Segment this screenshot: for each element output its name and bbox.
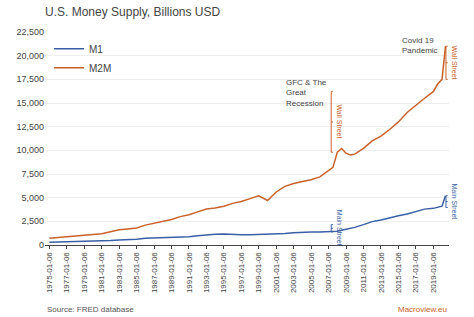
svg-text:2017-01-06: 2017-01-06 [411, 252, 420, 293]
svg-text:5,000: 5,000 [21, 193, 44, 203]
svg-text:2,500: 2,500 [21, 216, 44, 226]
svg-text:2011-01-06: 2011-01-06 [359, 252, 368, 293]
svg-text:GFC & TheGreatRecession: GFC & TheGreatRecession [286, 78, 327, 108]
svg-text:22,500: 22,500 [16, 27, 44, 37]
svg-text:1989-01-06: 1989-01-06 [167, 252, 176, 293]
svg-text:1995-01-06: 1995-01-06 [219, 252, 228, 293]
svg-text:Macroview.eu: Macroview.eu [398, 305, 447, 314]
svg-text:20,000: 20,000 [16, 51, 44, 61]
svg-text:2007-01-06: 2007-01-06 [324, 252, 333, 293]
svg-text:10,000: 10,000 [16, 145, 44, 155]
svg-text:Wall Street: Wall Street [451, 46, 458, 80]
svg-text:15,000: 15,000 [16, 98, 44, 108]
svg-text:1997-01-06: 1997-01-06 [237, 252, 246, 293]
svg-text:1981-01-06: 1981-01-06 [97, 252, 106, 293]
svg-text:1999-01-06: 1999-01-06 [254, 252, 263, 293]
svg-text:1975-01-06: 1975-01-06 [45, 252, 54, 293]
svg-text:1985-01-06: 1985-01-06 [132, 252, 141, 293]
svg-text:17,500: 17,500 [16, 74, 44, 84]
svg-text:7,500: 7,500 [21, 169, 44, 179]
svg-text:1987-01-06: 1987-01-06 [150, 252, 159, 293]
svg-text:Covid 19Pandemic: Covid 19Pandemic [402, 36, 438, 55]
svg-text:1979-01-06: 1979-01-06 [80, 252, 89, 293]
svg-text:2013-01-06: 2013-01-06 [377, 252, 386, 293]
svg-text:M1: M1 [89, 44, 103, 55]
svg-text:1977-01-06: 1977-01-06 [62, 252, 71, 293]
svg-text:12,500: 12,500 [16, 122, 44, 132]
svg-text:0: 0 [39, 240, 44, 250]
svg-text:2005-01-06: 2005-01-06 [307, 252, 316, 293]
svg-text:2019-01-06: 2019-01-06 [429, 252, 438, 293]
svg-text:1993-01-06: 1993-01-06 [202, 252, 211, 293]
svg-text:2003-01-06: 2003-01-06 [289, 252, 298, 293]
svg-text:Wall Street: Wall Street [336, 104, 343, 138]
svg-text:Source: FRED database: Source: FRED database [47, 305, 134, 314]
svg-text:1983-01-06: 1983-01-06 [115, 252, 124, 293]
svg-text:2015-01-06: 2015-01-06 [394, 252, 403, 293]
svg-text:2001-01-06: 2001-01-06 [272, 252, 281, 293]
svg-text:Main Street: Main Street [451, 183, 458, 219]
svg-text:2009-01-06: 2009-01-06 [342, 252, 351, 293]
svg-text:U.S. Money Supply, Billions US: U.S. Money Supply, Billions USD [45, 5, 221, 19]
svg-text:1991-01-06: 1991-01-06 [185, 252, 194, 293]
svg-text:Main Street: Main Street [336, 210, 343, 246]
svg-text:M2M: M2M [89, 63, 111, 74]
